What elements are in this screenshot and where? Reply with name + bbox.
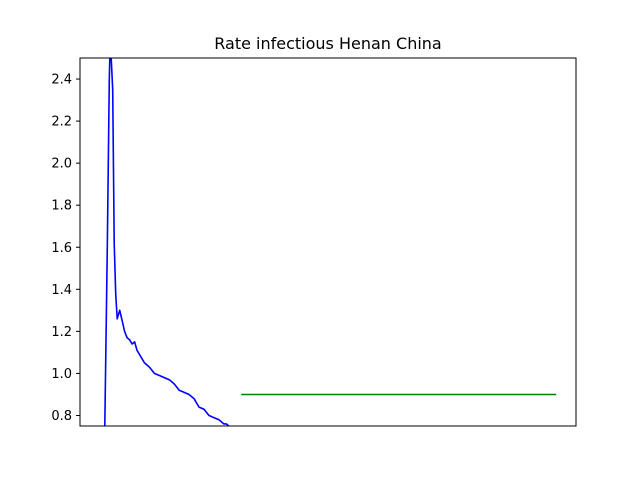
y-tick-label: 1.8	[51, 199, 72, 214]
y-tick-label: 1.0	[51, 367, 72, 382]
y-tick-label: 0.8	[51, 409, 72, 424]
y-tick-label: 2.0	[51, 157, 72, 172]
series-line-1	[104, 58, 230, 426]
y-tick-label: 2.4	[51, 73, 72, 88]
y-axis: 0.8 1.0 1.2 1.4 1.6 1.8 2.0 2.2 2.4	[51, 73, 80, 424]
y-tick-label: 1.2	[51, 325, 72, 340]
y-tick-label: 1.6	[51, 241, 72, 256]
y-tick-label: 1.4	[51, 283, 72, 298]
series-layer	[104, 58, 557, 426]
plot-frame	[79, 57, 577, 427]
chart-title: Rate infectious Henan China	[214, 34, 441, 53]
y-tick-label: 2.2	[51, 115, 72, 130]
